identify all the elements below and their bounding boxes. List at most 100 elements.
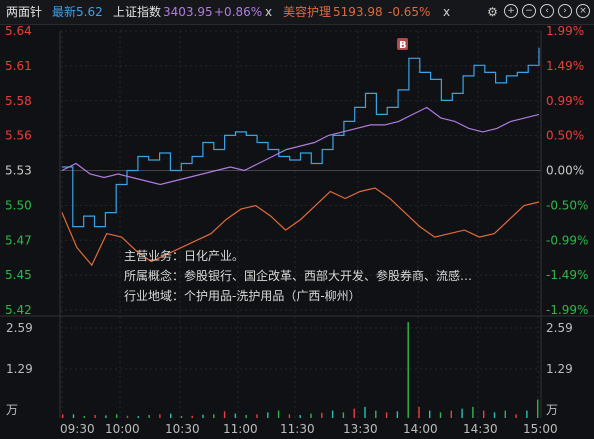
volume-bar xyxy=(450,410,452,418)
volume-bar xyxy=(418,406,420,418)
volume-bar xyxy=(472,406,474,418)
time-tick-label: 11:00 xyxy=(223,422,258,436)
volume-bar xyxy=(439,412,442,418)
index-close-button[interactable]: x xyxy=(265,5,273,19)
pct-tick-label: 1.49% xyxy=(546,59,584,73)
pct-tick-label: -1.49% xyxy=(546,268,588,282)
volume-bar xyxy=(288,414,291,418)
volume-bar xyxy=(105,415,107,418)
volume-bar xyxy=(256,414,258,418)
volume-bar xyxy=(407,322,409,418)
left-icon[interactable]: ‹ xyxy=(540,4,554,18)
volume-bar xyxy=(170,413,172,418)
volume-bar xyxy=(116,414,118,418)
price-tick-label: 5.47 xyxy=(5,233,32,247)
volume-bar xyxy=(331,410,334,418)
time-tick-label: 11:30 xyxy=(280,422,315,436)
pct-tick-label: -1.99% xyxy=(546,303,588,317)
right-icon[interactable]: › xyxy=(558,4,572,18)
volume-bar xyxy=(429,410,431,418)
volume-bar xyxy=(223,411,226,418)
sector-close-button[interactable]: x xyxy=(443,5,451,19)
volume-bar xyxy=(461,408,463,418)
volume-bar xyxy=(364,406,366,418)
time-tick-label: 10:00 xyxy=(105,422,140,436)
index-value: 3403.95 xyxy=(163,5,213,19)
volume-bar xyxy=(148,415,150,418)
price-tick-label: 5.45 xyxy=(5,268,32,282)
volume-bar xyxy=(310,413,312,418)
close-icon[interactable]: × xyxy=(576,4,590,18)
index-change: +0.86% xyxy=(214,5,263,19)
index-name: 上证指数 xyxy=(113,5,162,19)
stock-price-line xyxy=(62,47,540,228)
buy-marker-icon xyxy=(397,38,408,50)
volume-bar xyxy=(299,415,301,418)
volume-bar xyxy=(515,414,517,418)
sector-change: -0.65% xyxy=(388,5,431,19)
info-tooltip: 主营业务：日化产业。 所属概念：参股银行、国企改革、西部大开发、参股券商、流感…… xyxy=(124,246,472,306)
pct-tick-label: -0.99% xyxy=(546,233,588,247)
volume-bar xyxy=(94,415,96,418)
volume-bar xyxy=(180,416,183,418)
volume-bar xyxy=(504,410,506,418)
volume-bar xyxy=(213,414,215,418)
settings-icon[interactable]: ⚙ xyxy=(487,4,498,19)
pct-tick-label: 1.99% xyxy=(546,24,584,38)
pct-tick-label: 0.50% xyxy=(546,129,584,143)
volume-tick-label-right: 1.29 xyxy=(546,362,573,376)
add-icon[interactable]: + xyxy=(504,4,518,18)
volume-bar xyxy=(396,411,399,418)
time-tick-label: 09:30 xyxy=(60,422,95,436)
tooltip-main-business: 主营业务：日化产业。 xyxy=(124,249,245,263)
volume-bar xyxy=(537,399,539,418)
volume-bar xyxy=(493,412,496,418)
volume-tick-label: 万 xyxy=(6,403,18,417)
volume-tick-label: 2.59 xyxy=(6,321,33,335)
volume-bar xyxy=(234,413,237,418)
volume-tick-label: 1.29 xyxy=(6,362,33,376)
tooltip-concepts: 所属概念：参股银行、国企改革、西部大开发、参股券商、流感… xyxy=(124,269,473,283)
latest-price: 最新5.62 xyxy=(52,5,103,19)
volume-tick-label-right: 2.59 xyxy=(546,321,573,335)
time-tick-label: 14:00 xyxy=(403,422,438,436)
time-tick-label: 10:30 xyxy=(165,422,200,436)
sector-value: 5193.98 xyxy=(333,5,383,19)
sector-line xyxy=(61,187,540,267)
volume-bar xyxy=(83,416,85,418)
sector-name: 美容护理 xyxy=(283,5,332,19)
volume-bar xyxy=(353,408,355,418)
pct-tick-label: 0.00% xyxy=(546,164,584,178)
tooltip-region: 行业地域：个护用品-洗护用品（广西-柳州） xyxy=(124,289,361,303)
volume-bar xyxy=(385,412,388,418)
stock-title: 两面针 xyxy=(6,5,43,19)
index-line xyxy=(61,106,540,186)
pct-tick-label: -0.50% xyxy=(546,198,588,212)
volume-bar xyxy=(342,412,345,418)
volume-bar xyxy=(526,410,528,418)
volume-bar xyxy=(321,412,323,418)
time-tick-label: 14:30 xyxy=(463,422,498,436)
price-tick-label: 5.53 xyxy=(5,164,32,178)
volume-bar xyxy=(375,410,377,418)
volume-bar xyxy=(137,416,139,418)
volume-tick-label-right: 万 xyxy=(546,403,558,417)
volume-bar xyxy=(277,410,280,418)
minus-icon[interactable]: − xyxy=(522,4,536,18)
volume-bar xyxy=(267,412,269,418)
time-tick-label: 13:30 xyxy=(343,422,378,436)
volume-bar xyxy=(202,414,204,418)
time-tick-label: 15:00 xyxy=(523,422,558,436)
price-tick-label: 5.61 xyxy=(5,59,32,73)
price-tick-label: 5.56 xyxy=(5,129,32,143)
volume-bar xyxy=(72,414,75,418)
chart-header: 两面针 最新5.62 上证指数 3403.95 +0.86% x 美容护理 51… xyxy=(0,0,594,25)
price-tick-label: 5.42 xyxy=(5,303,32,317)
volume-bar xyxy=(62,414,64,418)
price-tick-label: 5.58 xyxy=(5,94,32,108)
buy-marker-label: B xyxy=(399,40,407,51)
volume-bar xyxy=(126,415,129,418)
price-tick-label: 5.64 xyxy=(5,24,32,38)
volume-bar xyxy=(159,414,161,418)
